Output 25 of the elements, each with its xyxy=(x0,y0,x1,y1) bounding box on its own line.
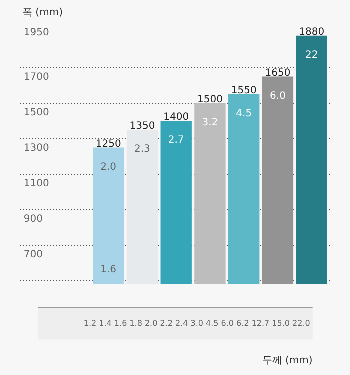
x-tick-label: 2.0 xyxy=(100,162,117,173)
x-tick-label: 6.0 xyxy=(270,90,286,102)
x-tick-label: 3.2 xyxy=(202,117,218,128)
y-axis-title: 폭 (mm) xyxy=(22,8,64,18)
y-tick-label: 1100 xyxy=(24,178,50,190)
data-label: 1350 xyxy=(130,121,156,132)
x-tick-label: 2.3 xyxy=(134,144,150,156)
x-tick-label: 22 xyxy=(306,50,318,61)
data-label: 1880 xyxy=(299,26,325,38)
data-label: 1250 xyxy=(96,138,122,150)
annotation: 1.6 xyxy=(100,264,117,276)
y-tick-label: 1950 xyxy=(24,28,50,38)
y-tick-label: 900 xyxy=(24,214,43,225)
y-tick-label: 1300 xyxy=(24,142,50,154)
data-label: 1650 xyxy=(265,68,291,79)
data-label: 1550 xyxy=(231,86,257,97)
y-tick-label: 1500 xyxy=(24,107,50,118)
x-tick-label: 4.5 xyxy=(236,108,252,120)
y-tick-label: 1700 xyxy=(24,72,50,83)
data-label: 1500 xyxy=(198,94,223,106)
data-label: 1400 xyxy=(164,112,190,124)
text: 1.2 1.4 1.6 1.8 2.0 2.2 2.4 3.0 4.5 6.0 6.2 12.7 15.0 22.0 xyxy=(84,319,310,328)
text: 두께 (mm) xyxy=(262,356,313,367)
y-tick-label: 700 xyxy=(24,249,43,260)
x-tick-label: 2.7 xyxy=(168,135,184,146)
